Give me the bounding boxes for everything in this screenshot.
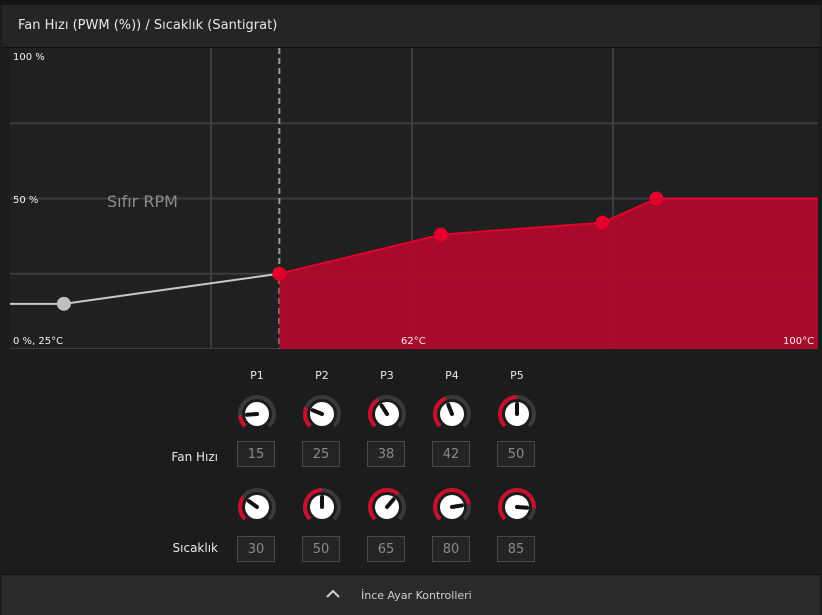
fan-speed-knob-p5[interactable] [497, 394, 537, 434]
temperature-value-p3[interactable]: 65 [367, 536, 405, 562]
knob-progress [498, 488, 536, 521]
fine-tune-toggle[interactable]: İnce Ayar Kontrolleri [2, 574, 820, 615]
knob-progress [368, 488, 400, 521]
point-controls: Fan Hızı Sıcaklık P1 15 30 P2 25 50 P3 38 65 P4 42… [0, 349, 822, 574]
knob-progress [433, 396, 447, 428]
y-axis-mid-label: 50 % [13, 195, 39, 206]
temperature-value-p1[interactable]: 30 [237, 536, 275, 562]
fan-speed-value-p1[interactable]: 15 [237, 441, 275, 467]
temperature-value-p2[interactable]: 50 [302, 536, 340, 562]
knob-progress [238, 415, 247, 428]
fan-speed-knob-p4[interactable] [432, 394, 472, 434]
knob-progress [433, 488, 471, 521]
fine-tune-label: İnce Ayar Kontrolleri [361, 589, 472, 602]
knob-progress [368, 397, 380, 428]
curve-point-p1[interactable] [56, 296, 71, 311]
temperature-knob-p2[interactable] [302, 487, 342, 527]
fan-speed-knob-p1[interactable] [237, 394, 277, 434]
temperature-row-label: Sıcaklık [172, 541, 218, 555]
column-label-p3: P3 [380, 369, 394, 382]
panel-header: Fan Hızı (PWM (%)) / Sıcaklık (Santigrat… [2, 5, 820, 48]
curve-point-p2[interactable] [272, 266, 287, 281]
knob-progress [303, 488, 323, 521]
fan-speed-value-p3[interactable]: 38 [367, 441, 405, 467]
temperature-knob-p3[interactable] [367, 487, 407, 527]
curve-point-p4[interactable] [595, 215, 610, 230]
top-strip [0, 0, 822, 5]
column-label-p4: P4 [445, 369, 459, 382]
temperature-value-p5[interactable]: 85 [497, 536, 535, 562]
y-axis-max-label: 100 % [13, 52, 45, 63]
knob-progress [238, 495, 247, 521]
curve-area-fill [279, 198, 818, 349]
zero-rpm-label: Sıfır RPM [107, 192, 178, 211]
panel-title: Fan Hızı (PWM (%)) / Sıcaklık (Santigrat… [18, 18, 278, 33]
fan-curve-svg[interactable] [10, 48, 818, 349]
fan-speed-row-label: Fan Hızı [171, 450, 218, 464]
fan-speed-knob-p2[interactable] [302, 394, 342, 434]
knob-needle [246, 499, 259, 509]
fan-speed-value-p4[interactable]: 42 [432, 441, 470, 467]
knob-needle [450, 503, 464, 509]
temperature-knob-p1[interactable] [237, 487, 277, 527]
curve-point-p5[interactable] [649, 191, 664, 206]
knob-needle [379, 403, 389, 416]
column-label-p2: P2 [315, 369, 329, 382]
knob-progress [303, 406, 312, 428]
knob-needle [245, 412, 259, 417]
temperature-knob-p4[interactable] [432, 487, 472, 527]
chevron-up-icon [326, 589, 340, 598]
temperature-knob-p5[interactable] [497, 487, 537, 527]
knob-needle [446, 402, 454, 416]
x-axis-max-label: 100°C [783, 336, 815, 347]
inactive-curve-line [10, 272, 280, 305]
knob-needle [310, 408, 324, 416]
knob-needle [515, 505, 529, 510]
column-label-p5: P5 [510, 369, 524, 382]
column-label-p1: P1 [250, 369, 264, 382]
fan-speed-value-p2[interactable]: 25 [302, 441, 340, 467]
fan-curve-chart[interactable]: 100 % 50 % 0 %, 25°C 62°C 100°C Sıfır RP… [10, 48, 818, 349]
knob-progress [498, 395, 518, 428]
temperature-value-p4[interactable]: 80 [432, 536, 470, 562]
x-axis-mid-label: 62°C [401, 336, 426, 347]
curve-point-p3[interactable] [433, 227, 448, 242]
knob-needle [385, 497, 396, 509]
fan-speed-value-p5[interactable]: 50 [497, 441, 535, 467]
fan-speed-knob-p3[interactable] [367, 394, 407, 434]
origin-label: 0 %, 25°C [13, 336, 64, 347]
